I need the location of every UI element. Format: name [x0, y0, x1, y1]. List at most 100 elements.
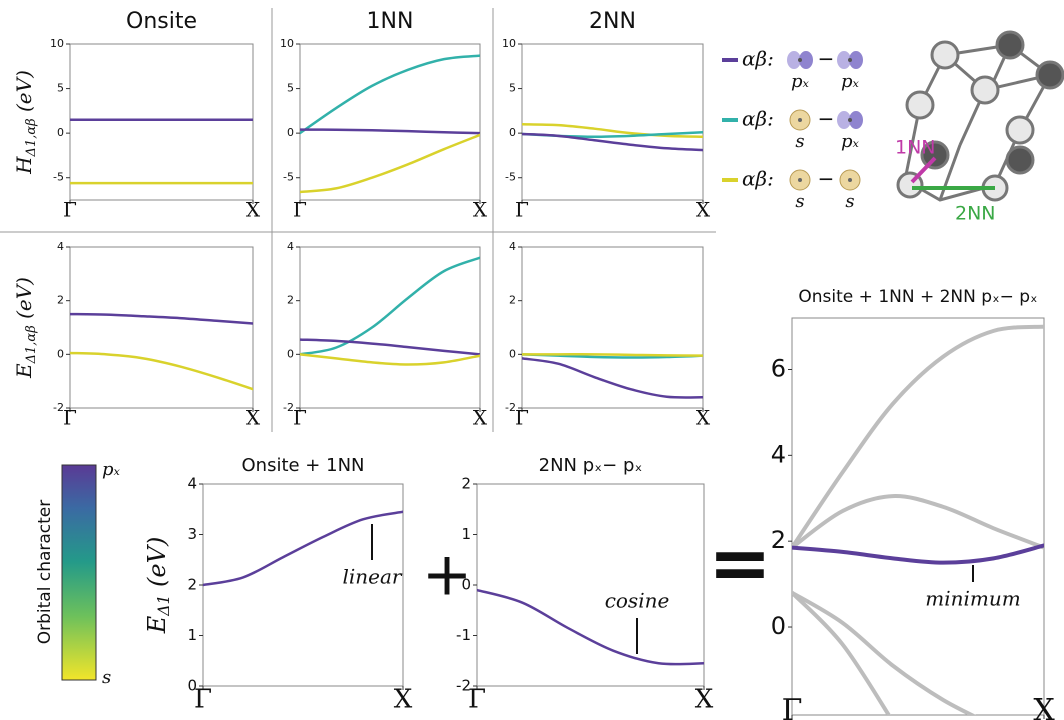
plot-frame — [791, 317, 1045, 716]
annotation: cosine — [605, 589, 670, 613]
y-tick-label: 4 — [509, 240, 516, 253]
chart-title: 2NN — [589, 9, 636, 34]
y-tick-label: -1 — [456, 626, 471, 644]
legend-label: αβ: — [742, 167, 774, 191]
x-tick-label: X — [246, 198, 261, 222]
x-tick-label: X — [394, 684, 413, 714]
y-label-subscript: Δ1 — [155, 595, 173, 617]
x-tick-label: Γ — [468, 684, 486, 714]
y-axis-label: HΔ1,αβ (eV) — [12, 70, 39, 175]
y-tick-label: 3 — [187, 525, 197, 543]
y-tick-label: 2 — [461, 475, 471, 493]
legend-label: αβ: — [742, 47, 774, 71]
x-tick-label: Γ — [515, 406, 529, 430]
legend-orbital: pₓ — [841, 71, 860, 92]
x-tick-label: X — [696, 198, 711, 222]
x-tick-label: Γ — [293, 198, 307, 222]
x-tick-label: Γ — [63, 406, 77, 430]
orbital-p — [799, 51, 813, 69]
x-tick-label: Γ — [782, 693, 803, 720]
y-tick-label: 2 — [771, 526, 786, 554]
legend-dash: − — [818, 107, 835, 131]
structure-label: 1NN — [895, 137, 936, 159]
structure-label: 2NN — [955, 203, 996, 225]
orbital-p — [837, 111, 851, 129]
plot-frame — [299, 246, 481, 409]
y-tick-label: 2 — [57, 294, 64, 307]
chart-title: Onsite + 1NN + 2NN pₓ− pₓ — [798, 287, 1037, 307]
series-line — [300, 256, 480, 356]
x-tick-label: Γ — [63, 198, 77, 222]
orbital-center — [798, 118, 802, 122]
y-tick-label: 2 — [187, 576, 197, 594]
x-tick-label: X — [473, 198, 488, 222]
crystal — [896, 30, 1064, 202]
chart-title: Onsite — [126, 9, 197, 34]
annotation: linear — [343, 565, 403, 589]
series-line — [477, 588, 704, 666]
y-tick-label: 0 — [287, 347, 294, 360]
series-line — [522, 122, 703, 138]
x-tick-label: X — [246, 406, 261, 430]
y-tick-label: -5 — [283, 171, 294, 184]
y-tick-label: 4 — [771, 440, 786, 468]
series-line — [792, 543, 1044, 565]
orbital-center — [848, 58, 852, 62]
y-tick-label: 0 — [509, 126, 516, 139]
orbital-p — [787, 51, 801, 69]
y-tick-label: 1 — [461, 525, 471, 543]
chart-title: 1NN — [367, 9, 414, 34]
colorbar-label: s — [102, 667, 111, 688]
plot-frame — [299, 43, 481, 201]
colorbar-title: Orbital character — [35, 500, 55, 645]
y-label-unit: (eV) — [12, 277, 36, 325]
y-tick-label: -2 — [283, 401, 294, 414]
y-label-subscript: Δ1,αβ — [24, 118, 39, 157]
chart-title: Onsite + 1NN — [242, 455, 365, 476]
series-line — [203, 510, 403, 587]
x-tick-label: Γ — [293, 406, 307, 430]
orbital-p — [849, 111, 863, 129]
series-line — [792, 590, 977, 715]
series-line — [300, 54, 480, 135]
y-tick-label: 10 — [50, 37, 64, 50]
series-line — [300, 128, 480, 135]
y-tick-label: 5 — [57, 82, 64, 95]
series-line — [300, 133, 480, 194]
plot-frame — [69, 246, 254, 409]
series-line — [792, 494, 1044, 550]
y-tick-label: 4 — [287, 240, 294, 253]
legend-label: αβ: — [742, 107, 774, 131]
y-axis-label: EΔ1,αβ (eV) — [12, 277, 39, 379]
operator: + — [422, 540, 472, 610]
y-tick-label: 5 — [509, 82, 516, 95]
series-line — [792, 324, 1044, 550]
y-label-symbol: E — [12, 363, 36, 379]
y-tick-label: 0 — [461, 576, 471, 594]
y-tick-label: 10 — [280, 37, 294, 50]
y-tick-label: 0 — [57, 347, 64, 360]
series-line — [70, 312, 253, 325]
orbital-center — [798, 58, 802, 62]
y-label-unit: (eV) — [12, 70, 36, 118]
y-tick-label: 2 — [287, 294, 294, 307]
legend-orbital: s — [795, 191, 804, 212]
y-label-subscript: Δ1,αβ — [24, 325, 39, 364]
legend-orbital: pₓ — [841, 131, 860, 152]
chart-title: 2NN pₓ− pₓ — [539, 455, 643, 476]
series-line — [522, 353, 703, 357]
y-tick-label: 5 — [287, 82, 294, 95]
plot-frame — [476, 483, 705, 687]
y-tick-label: 4 — [57, 240, 64, 253]
y-tick-label: 0 — [187, 677, 197, 695]
x-tick-label: X — [696, 406, 711, 430]
x-tick-label: X — [1033, 693, 1055, 720]
orbital-p — [849, 51, 863, 69]
plot-frame — [521, 246, 704, 409]
y-label-symbol: E — [143, 615, 171, 634]
y-label-unit: (eV) — [143, 537, 171, 595]
legend-orbital: s — [795, 131, 804, 152]
y-tick-label: 10 — [502, 37, 516, 50]
series-line — [300, 338, 480, 356]
